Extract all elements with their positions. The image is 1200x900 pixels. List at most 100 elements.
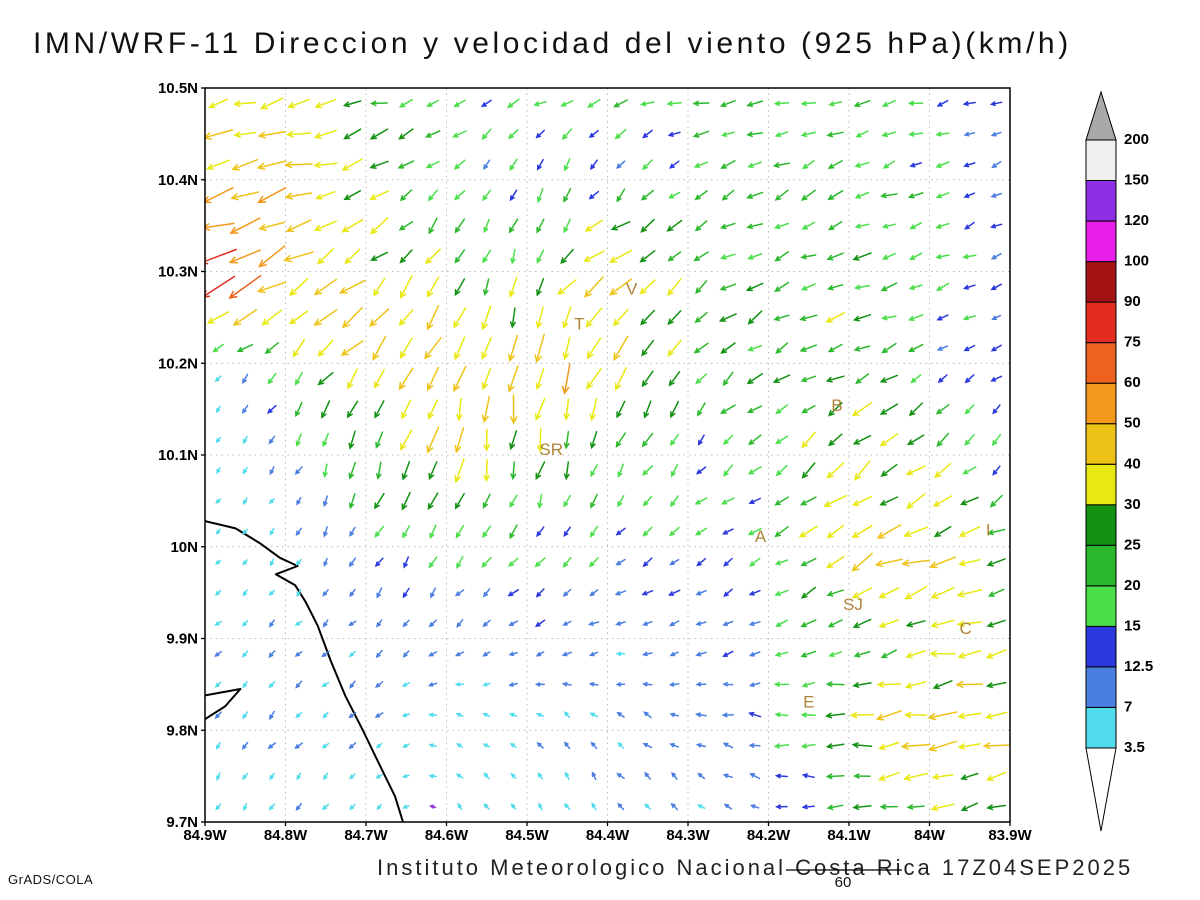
wind-arrow [852,495,873,506]
wind-arrow [563,461,570,481]
wind-arrow [205,159,231,170]
wind-arrow [426,426,440,454]
wind-arrow [535,651,545,657]
wind-arrow [236,343,254,353]
wind-arrow [454,458,465,484]
wind-arrow [878,741,900,751]
wind-arrow [205,222,235,231]
wind-arrow [852,434,872,445]
wind-arrow [929,650,956,658]
wind-arrow [852,618,872,628]
wind-arrow [229,217,261,234]
wind-arrow [722,620,734,627]
wind-arrow [748,682,761,688]
wind-arrow [746,100,764,107]
wind-arrow [313,309,338,326]
wind-arrow [348,493,356,510]
wind-arrow [560,100,574,107]
wind-arrow [615,432,627,448]
wind-arrow [321,803,330,811]
station-label: B [831,396,842,415]
wind-arrow [773,100,790,107]
wind-arrow [261,309,283,326]
wind-arrow [456,397,463,422]
wind-arrow [930,587,955,599]
wind-arrow [535,712,545,717]
wind-arrow [694,497,708,505]
wind-arrow [205,186,234,204]
wind-arrow [749,557,761,567]
wind-arrow [745,282,764,292]
wind-arrow [668,526,680,537]
wind-arrow [773,222,790,230]
colorbar-below-triangle [1085,747,1117,832]
wind-arrow [800,712,816,718]
wind-arrow [557,279,577,295]
wind-arrow [338,279,366,294]
wind-arrow [233,100,257,107]
wind-arrow [642,620,653,626]
x-tick-label: 84W [914,827,946,844]
wind-arrow [826,804,844,811]
wind-arrow [348,773,356,780]
wind-arrow [747,466,762,475]
wind-arrow [852,804,872,811]
wind-arrow [747,434,762,446]
wind-arrow [563,398,570,421]
wind-arrow [909,222,923,230]
wind-arrow [990,344,1002,352]
wind-arrow [826,284,844,291]
y-tick-label: 10N [170,539,198,556]
wind-arrow [284,161,313,169]
wind-arrow [268,589,276,596]
wind-arrow [509,742,517,749]
wind-arrow [668,620,680,627]
station-label: A [755,527,767,546]
wind-arrow [879,403,899,415]
wind-arrow [295,527,303,537]
wind-arrow [639,279,656,295]
wind-arrow [828,651,843,658]
wind-arrow [535,367,545,391]
y-tick-label: 10.4N [158,172,198,189]
wind-arrow [854,191,870,199]
wind-arrow [348,620,357,627]
wind-arrow [215,498,222,505]
wind-arrow [369,217,389,235]
wind-arrow [800,557,817,567]
wind-arrow [375,681,384,688]
wind-arrow [269,619,275,628]
wind-arrow [453,99,466,108]
wind-arrow [588,190,600,200]
station-label: C [960,619,972,638]
wind-arrow [695,373,708,385]
wind-arrow [428,743,437,748]
wind-arrow [907,100,924,106]
wind-arrow [615,527,626,536]
wind-arrow [935,161,950,168]
wind-arrow [269,527,275,536]
colorbar-label: 30 [1124,496,1141,513]
wind-arrow [563,218,571,234]
wind-arrow [964,404,975,415]
wind-arrow [641,339,655,357]
wind-arrow [453,365,467,393]
wind-arrow [590,741,598,750]
wind-arrow [901,559,931,567]
wind-arrow [294,372,303,386]
wind-arrow [904,585,928,600]
wind-arrow [774,559,789,566]
wind-arrow [909,252,923,260]
wind-arrow [401,774,410,779]
wind-arrow [989,101,1003,107]
wind-arrow [232,309,258,326]
wind-arrow [801,681,816,688]
wind-arrow [692,100,710,107]
wind-arrow [323,772,329,781]
wind-arrow [800,283,816,291]
wind-arrow [774,525,789,538]
wind-arrow [799,344,818,353]
wind-arrow [398,309,414,327]
wind-arrow [693,342,709,354]
wind-arrow [401,460,411,481]
